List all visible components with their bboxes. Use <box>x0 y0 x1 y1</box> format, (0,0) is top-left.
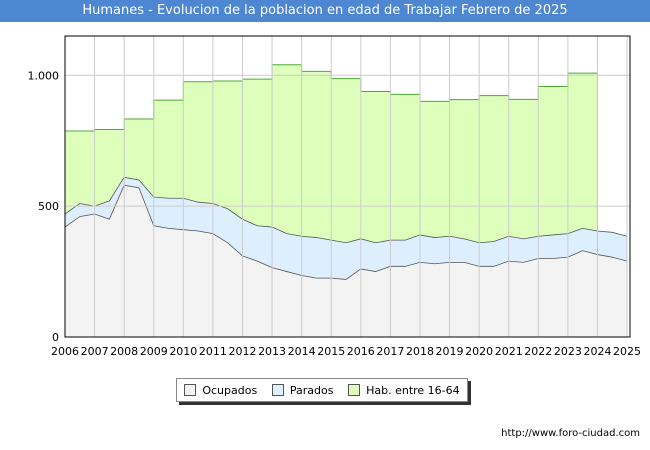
source-link[interactable]: http://www.foro-ciudad.com <box>501 428 640 439</box>
x-tick-label-2020: 2020 <box>465 345 493 358</box>
chart-title: Humanes - Evolucion de la poblacion en e… <box>0 0 650 22</box>
x-tick-label-2023: 2023 <box>554 345 582 358</box>
x-tick-label-2025: 2025 <box>613 345 641 358</box>
y-tick-label-0: 0 <box>52 331 59 344</box>
legend-swatch-parados <box>271 384 284 396</box>
legend-label-parados: Parados <box>289 383 334 397</box>
x-tick-label-2011: 2011 <box>199 345 227 358</box>
series-line-ocupados <box>64 184 628 280</box>
legend-swatch-ocupados <box>184 384 197 396</box>
x-tick-label-2016: 2016 <box>347 345 375 358</box>
plot-frame <box>64 35 631 338</box>
x-tick-label-2022: 2022 <box>524 345 552 358</box>
legend-swatch-hab <box>348 384 361 396</box>
x-tick-label-2013: 2013 <box>258 345 286 358</box>
series-line-parados <box>64 176 628 244</box>
legend-label-hab: Hab. entre 16-64 <box>366 383 460 397</box>
x-tick-label-2010: 2010 <box>169 345 197 358</box>
chart-tick-labels: 2006 2007 2008 2009 2010 2011 2012 2013 2014 2015… <box>28 69 642 358</box>
x-tick-label-2017: 2017 <box>376 345 404 358</box>
x-tick-label-2009: 2009 <box>140 345 168 358</box>
series-area-ocupados <box>65 185 628 337</box>
x-tick-label-2012: 2012 <box>228 345 256 358</box>
x-tick-label-2018: 2018 <box>406 345 434 358</box>
x-tick-label-2024: 2024 <box>583 345 611 358</box>
chart-legend: Ocupados Parados Hab. entre 16-64 <box>176 378 468 402</box>
y-tick-label-1000: 1.000 <box>28 69 60 82</box>
y-tick-label-500: 500 <box>38 200 59 213</box>
legend-item-parados: Parados <box>271 383 334 397</box>
chart-areas <box>64 36 630 338</box>
legend-item-hab: Hab. entre 16-64 <box>348 384 460 397</box>
x-tick-label-2019: 2019 <box>436 345 464 358</box>
x-tick-label-2021: 2021 <box>495 345 523 358</box>
legend-label-ocupados: Ocupados <box>202 383 258 397</box>
chart-axes <box>64 35 631 338</box>
x-tick-label-2014: 2014 <box>288 345 316 358</box>
legend-item-ocupados: Ocupados <box>184 384 257 397</box>
x-tick-label-2015: 2015 <box>317 345 345 358</box>
x-tick-label-2008: 2008 <box>110 345 138 358</box>
x-tick-label-2007: 2007 <box>81 345 109 358</box>
x-tick-label-2006: 2006 <box>51 345 79 358</box>
